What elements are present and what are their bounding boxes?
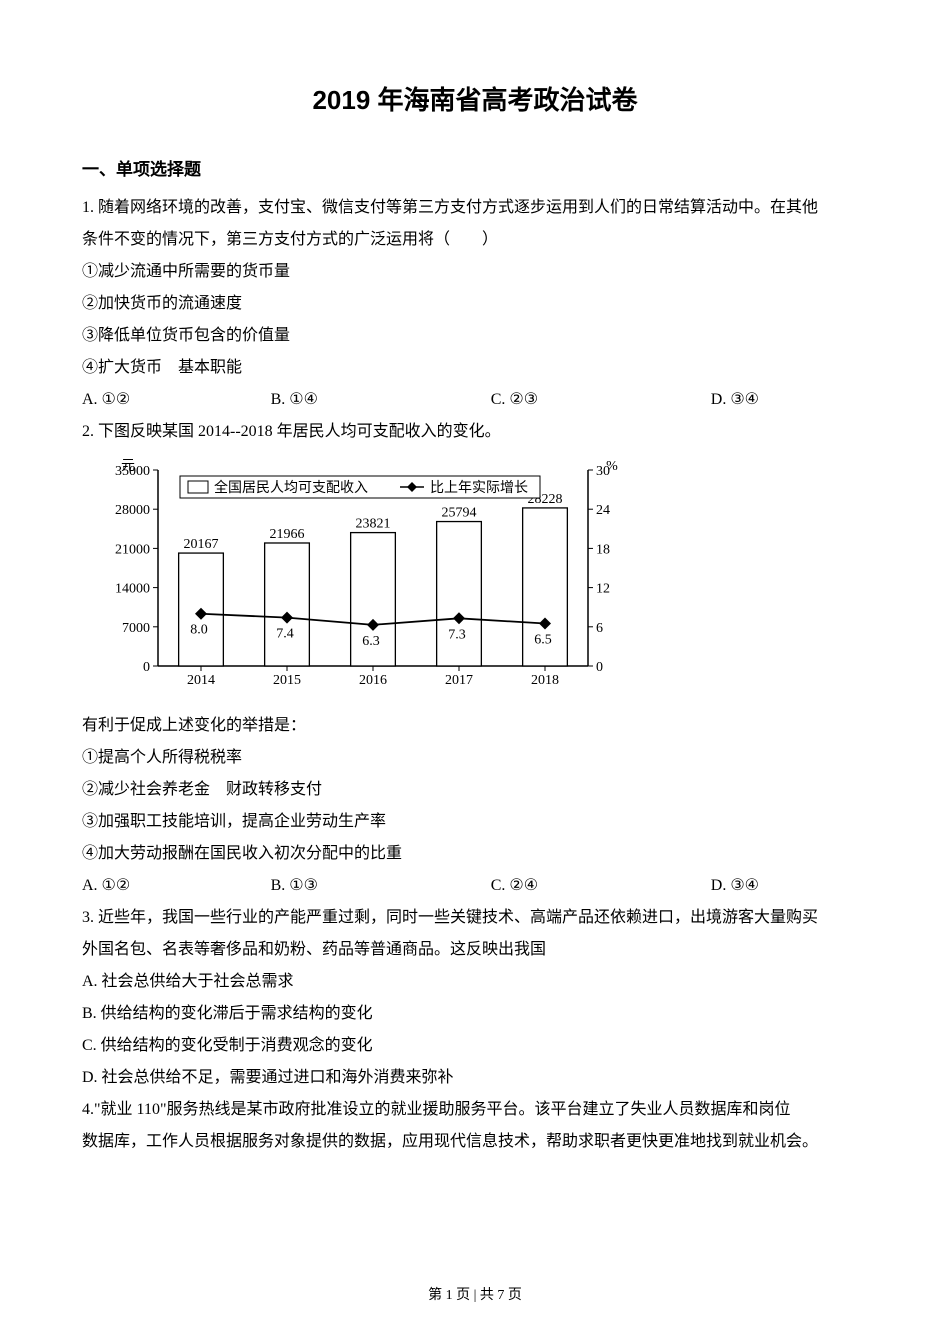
q1-option-d: D. ③④ [711,384,868,416]
q2-option-a: A. ①② [82,870,271,902]
q1-statement-3: ③降低单位货币包含的价值量 [82,320,868,352]
q2-after-chart: 有利于促成上述变化的举措是： [82,710,868,742]
svg-text:20167: 20167 [184,537,219,552]
svg-text:24: 24 [596,503,610,518]
q2-statement-1: ①提高个人所得税税率 [82,742,868,774]
svg-text:2016: 2016 [359,673,387,688]
q1-stem-line1: 1. 随着网络环境的改善，支付宝、微信支付等第三方支付方式逐步运用到人们的日常结… [82,192,868,224]
q2-stem: 2. 下图反映某国 2014--2018 年居民人均可支配收入的变化。 [82,416,868,448]
exam-title: 2019 年海南省高考政治试卷 [82,80,868,117]
q2-statement-4: ④加大劳动报酬在国民收入初次分配中的比重 [82,838,868,870]
svg-text:21966: 21966 [270,527,305,542]
svg-text:7000: 7000 [122,621,150,636]
q2-option-d: D. ③④ [711,870,868,902]
q1-stem-line2: 条件不变的情况下，第三方支付方式的广泛运用将（ ） [82,224,868,256]
q2-option-c: C. ②④ [491,870,711,902]
q4-stem-line2: 数据库，工作人员根据服务对象提供的数据，应用现代信息技术，帮助求职者更快更准地找… [82,1126,868,1158]
q1-option-c: C. ②③ [491,384,711,416]
svg-text:2018: 2018 [531,673,559,688]
svg-text:6.5: 6.5 [534,633,552,648]
svg-text:8.0: 8.0 [190,623,208,638]
svg-text:18: 18 [596,542,610,557]
q3-stem-line2: 外国名包、名表等奢侈品和奶粉、药品等普通商品。这反映出我国 [82,934,868,966]
svg-text:6.3: 6.3 [362,634,380,649]
svg-text:2017: 2017 [445,673,473,688]
svg-text:14000: 14000 [115,582,150,597]
q1-options: A. ①② B. ①④ C. ②③ D. ③④ [82,384,868,416]
svg-text:元: 元 [121,459,135,474]
svg-text:7.4: 7.4 [276,627,294,642]
q1-option-a: A. ①② [82,384,271,416]
svg-text:23821: 23821 [356,517,391,532]
q1-statement-1: ①减少流通中所需要的货币量 [82,256,868,288]
svg-text:2014: 2014 [187,673,215,688]
svg-text:21000: 21000 [115,542,150,557]
q4-stem-line1: 4."就业 110"服务热线是某市政府批准设立的就业援助服务平台。该平台建立了失… [82,1094,868,1126]
section-heading: 一、单项选择题 [82,155,868,180]
svg-text:6: 6 [596,621,603,636]
svg-text:0: 0 [596,660,603,675]
svg-text:12: 12 [596,582,610,597]
svg-text:全国居民人均可支配收入: 全国居民人均可支配收入 [214,479,368,496]
svg-text:28000: 28000 [115,503,150,518]
q1-statement-4: ④扩大货币 基本职能 [82,352,868,384]
svg-text:%: % [606,459,618,474]
svg-text:0: 0 [143,660,150,675]
q2-option-b: B. ①③ [271,870,491,902]
q1-statement-2: ②加快货币的流通速度 [82,288,868,320]
q1-option-b: B. ①④ [271,384,491,416]
svg-text:25794: 25794 [442,506,477,521]
income-chart-svg: 07000140002100028000350000612182430元%201… [88,456,628,706]
q3-option-c: C. 供给结构的变化受制于消费观念的变化 [82,1030,868,1062]
svg-text:7.3: 7.3 [448,627,466,642]
q3-option-a: A. 社会总供给大于社会总需求 [82,966,868,998]
svg-text:比上年实际增长: 比上年实际增长 [430,480,528,496]
q2-options: A. ①② B. ①③ C. ②④ D. ③④ [82,870,868,902]
income-chart: 07000140002100028000350000612182430元%201… [88,456,868,706]
page-footer: 第 1 页 | 共 7 页 [0,1284,950,1304]
q2-statement-3: ③加强职工技能培训，提高企业劳动生产率 [82,806,868,838]
q3-option-d: D. 社会总供给不足，需要通过进口和海外消费来弥补 [82,1062,868,1094]
q3-option-b: B. 供给结构的变化滞后于需求结构的变化 [82,998,868,1030]
q2-statement-2: ②减少社会养老金 财政转移支付 [82,774,868,806]
q3-stem-line1: 3. 近些年，我国一些行业的产能严重过剩，同时一些关键技术、高端产品还依赖进口，… [82,902,868,934]
svg-text:2015: 2015 [273,673,301,688]
